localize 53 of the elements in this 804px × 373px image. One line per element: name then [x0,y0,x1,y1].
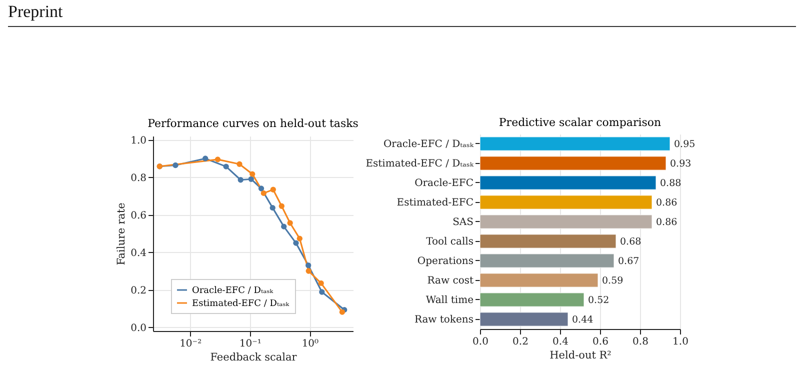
data-label: 0.59 [602,275,624,286]
x-tick-label: 0.8 [632,336,648,348]
y-tick-label: Estimated-EFC [396,197,474,208]
data-label: 0.86 [656,216,678,228]
chart-title: Predictive scalar comparison [498,116,662,129]
data-label: 0.88 [660,178,682,189]
y-axis-title: Failure rate [116,202,128,266]
y-tick-label: 0.4 [130,248,146,259]
y-tick-label: Oracle-EFC / Dₜₐₛₖ [383,138,474,150]
y-tick-label: 0.6 [130,210,146,222]
chart-title: Performance curves on held-out tasks [148,116,359,130]
bar [480,234,616,248]
bar [480,254,614,268]
x-tick-label: 0.4 [552,336,568,348]
y-tick-label: Tool calls [426,236,474,248]
bar [480,136,670,151]
y-tick-label: Operations [417,256,474,267]
legend-label: Estimated-EFC / Dₜₐₛₖ [192,299,290,309]
x-tick-label: 1.0 [672,336,688,348]
y-tick-label: Wall time [426,294,474,306]
x-tick-label: 0.0 [472,336,488,348]
data-label: 0.52 [588,294,610,306]
bar [480,273,598,288]
y-tick-label: Raw cost [427,275,474,286]
x-tick-label: 0.6 [592,336,608,348]
x-tick-label: 10⁻¹ [239,338,262,350]
text: Preprint [8,2,63,22]
y-tick-label: Raw tokens [414,314,474,326]
bar [480,195,652,210]
bar [480,156,666,170]
data-label: 0.44 [572,314,594,326]
x-axis-title: Feedback scalar [210,352,298,364]
y-tick-label: Estimated-EFC / Dₜₐₛₖ [366,158,474,170]
data-label: 0.95 [674,138,696,150]
y-tick-label: SAS [452,216,474,228]
y-tick-label: 0.2 [130,285,146,296]
bar [480,214,652,229]
legend-label: Oracle-EFC / Dₜₐₛₖ [192,286,274,296]
y-tick-label: 0.8 [130,172,146,184]
x-tick-label: 0.2 [512,336,528,348]
x-axis-title: Held-out R² [550,350,612,362]
bar [480,176,656,190]
y-tick-label: Oracle-EFC [414,178,474,189]
x-tick-label: 10⁻² [180,338,202,350]
bar [480,292,584,307]
y-tick-label: 1.0 [130,135,146,146]
x-tick-label: 10⁰ [302,338,319,350]
y-tick-label: 0.0 [130,322,146,334]
data-label: 0.68 [620,236,642,248]
data-label: 0.93 [670,158,692,170]
data-label: 0.86 [656,197,678,208]
data-label: 0.67 [618,256,640,267]
bar [480,312,568,326]
